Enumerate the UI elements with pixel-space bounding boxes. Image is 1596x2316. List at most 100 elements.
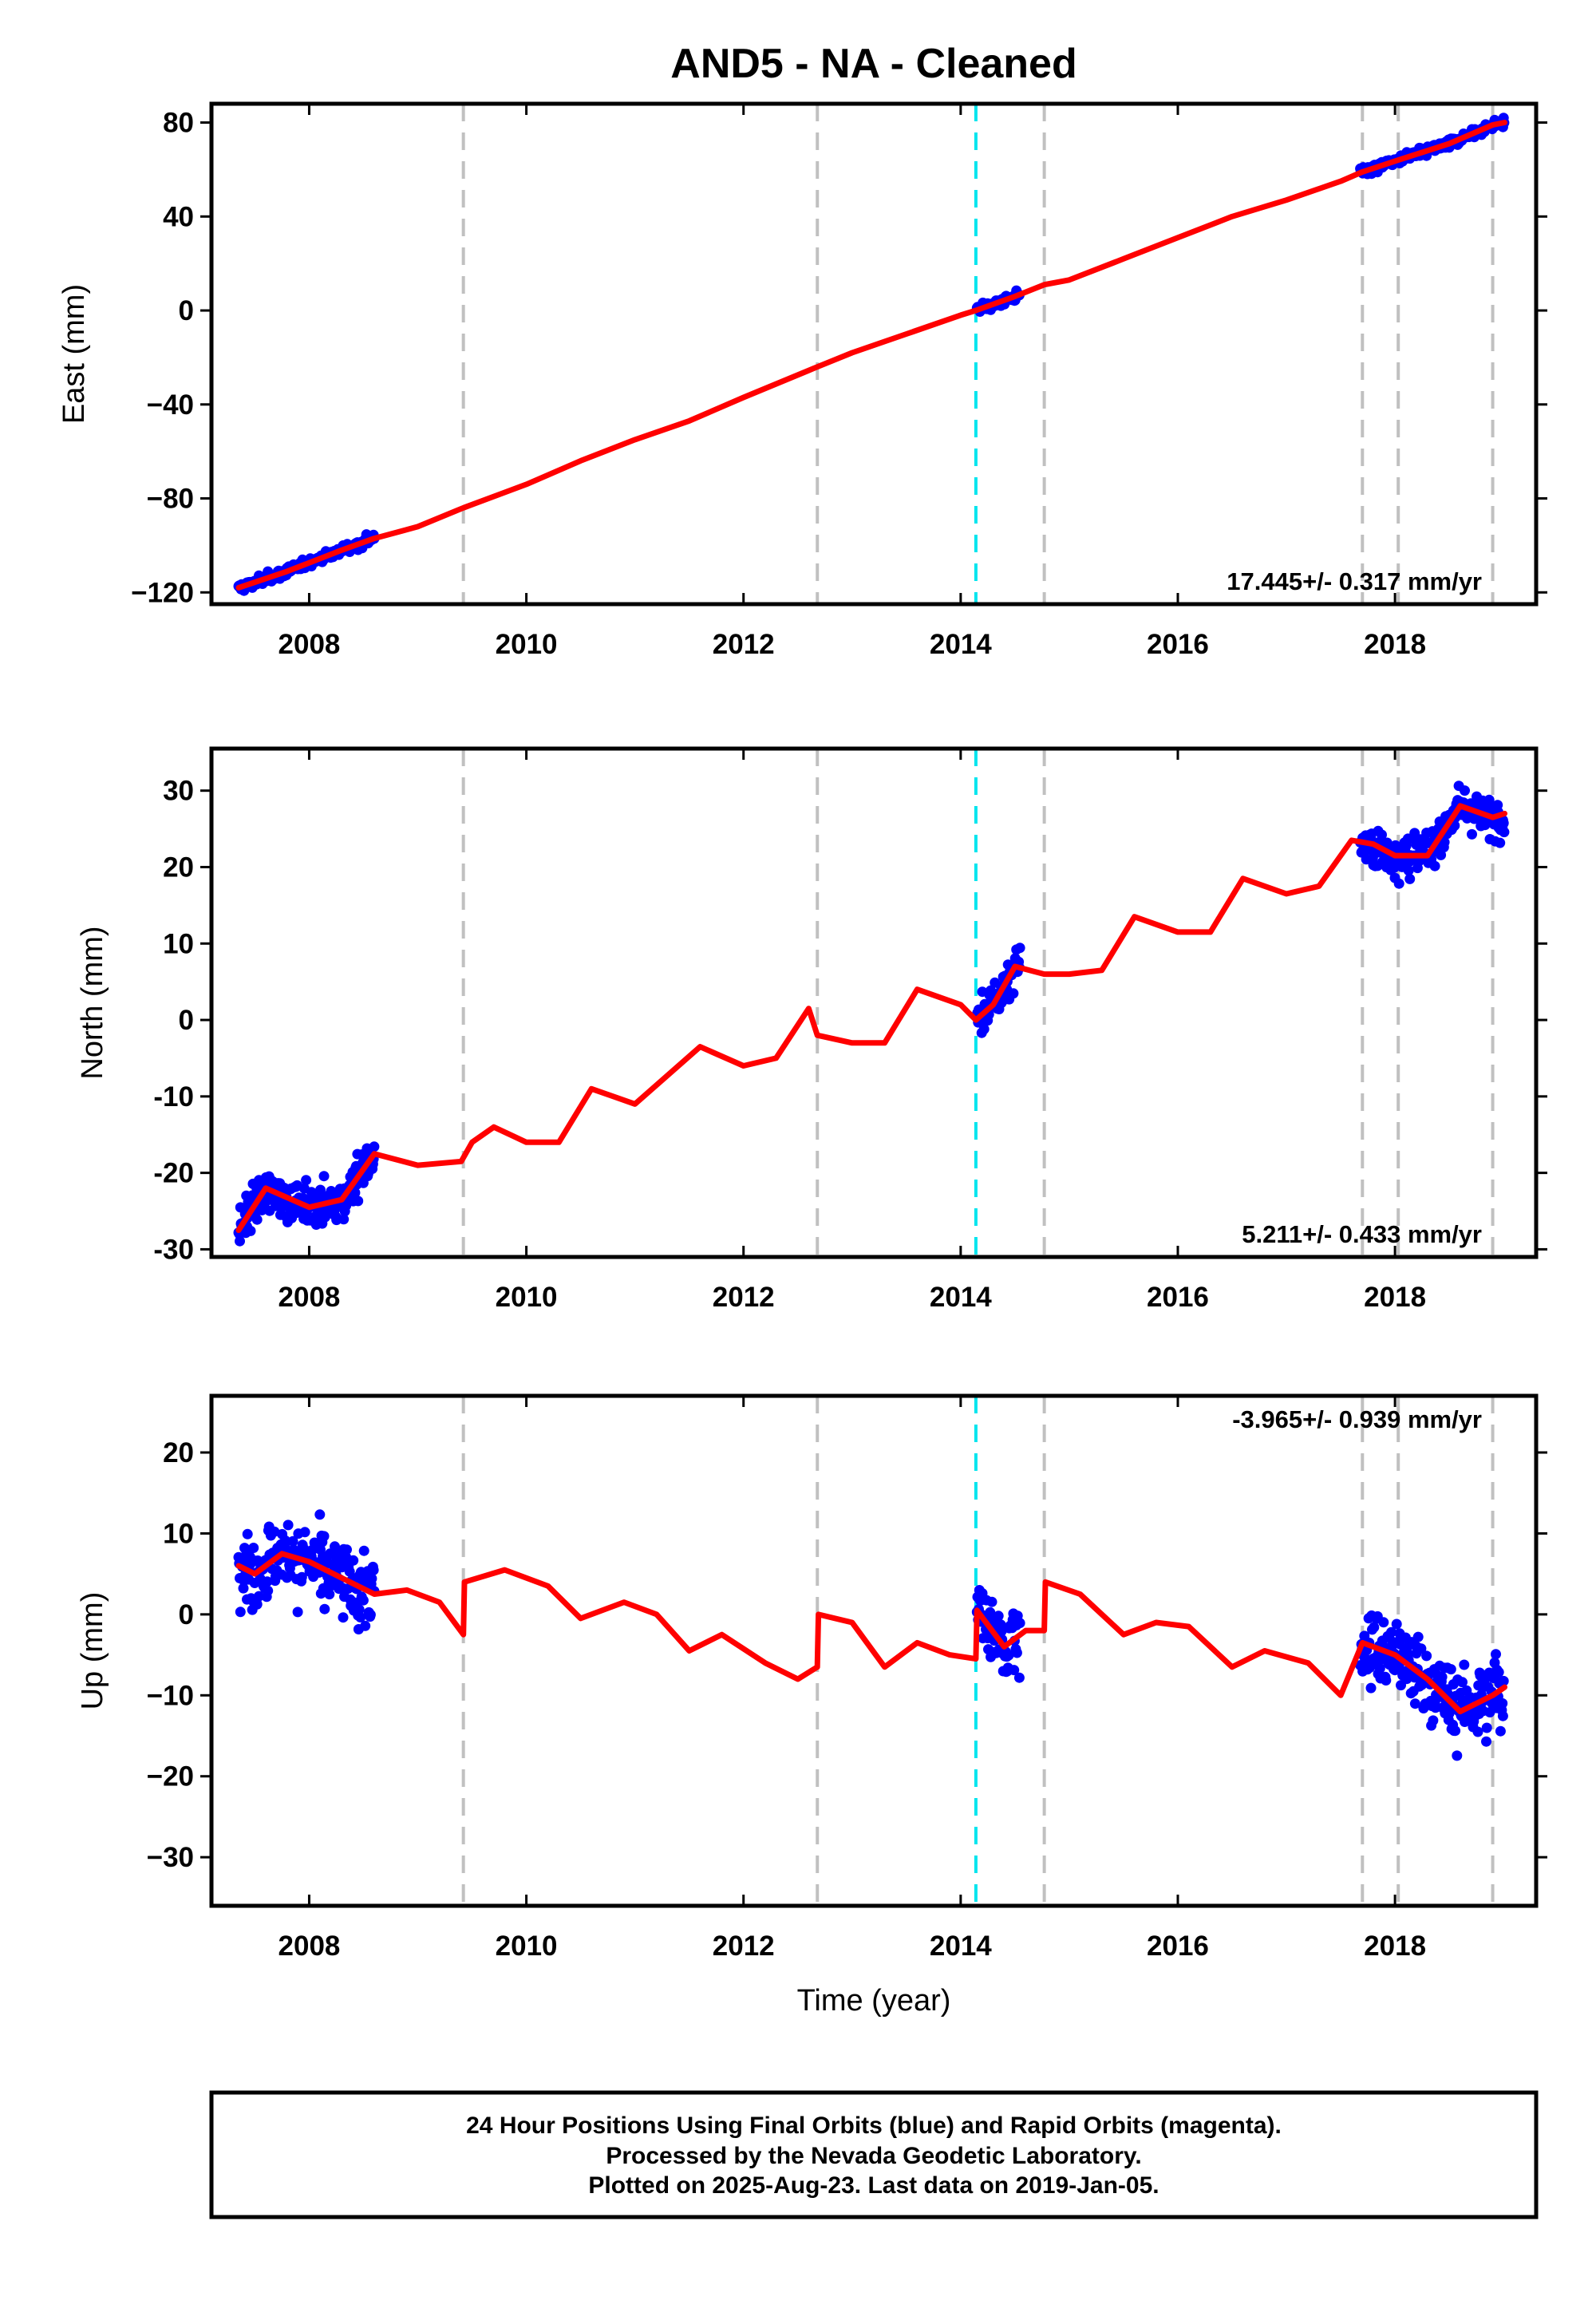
footer-line-2: Processed by the Nevada Geodetic Laborat… bbox=[606, 2143, 1141, 2169]
east-x-tick-label: 2008 bbox=[279, 629, 341, 660]
up-data-point bbox=[262, 1576, 273, 1587]
up-data-point bbox=[1011, 1647, 1022, 1658]
north-data-point bbox=[1393, 878, 1404, 889]
north-x-tick-label: 2018 bbox=[1364, 1282, 1426, 1313]
north-data-point bbox=[1467, 828, 1477, 840]
up-model-curve bbox=[235, 1551, 1507, 1715]
up-data-point bbox=[1416, 1679, 1428, 1690]
footer-line-1: 24 Hour Positions Using Final Orbits (bl… bbox=[466, 2112, 1282, 2139]
up-data-point bbox=[1445, 1664, 1456, 1675]
up-data-point bbox=[1014, 1618, 1025, 1629]
up-data-point bbox=[248, 1543, 259, 1553]
north-data-point bbox=[1008, 988, 1019, 999]
north-data-point bbox=[1404, 873, 1416, 884]
up-y-tick-label: 0 bbox=[179, 1599, 194, 1630]
north-data-point bbox=[245, 1225, 256, 1236]
north-data-point bbox=[1498, 817, 1509, 828]
east-x-tick-label: 2018 bbox=[1364, 629, 1426, 660]
north-data-point bbox=[338, 1214, 350, 1225]
north-model-curve bbox=[235, 803, 1507, 1233]
north-y-tick-label: 20 bbox=[163, 852, 194, 883]
east-y-tick-label: −120 bbox=[131, 577, 194, 608]
north-data-point bbox=[318, 1171, 330, 1182]
up-data-point bbox=[344, 1566, 355, 1577]
up-data-point bbox=[1365, 1682, 1377, 1694]
north-data-point bbox=[235, 1235, 245, 1247]
up-x-tick-label: 2008 bbox=[279, 1931, 341, 1962]
east-y-tick-label: −40 bbox=[147, 389, 194, 421]
chart-title: AND5 - NA - Cleaned bbox=[670, 41, 1077, 87]
north-data-point bbox=[1429, 860, 1440, 871]
east-y-tick-label: 0 bbox=[179, 295, 194, 326]
north-x-tick-label: 2012 bbox=[713, 1282, 775, 1313]
up-rate-label: -3.965+/- 0.939 mm/yr bbox=[1232, 1405, 1482, 1433]
footer-box: 24 Hour Positions Using Final Orbits (bl… bbox=[209, 2090, 1539, 2219]
east-x-tick-label: 2016 bbox=[1147, 629, 1209, 660]
north-y-tick-label: 30 bbox=[163, 776, 194, 807]
east-y-tick-label: 40 bbox=[163, 201, 194, 232]
up-data-point bbox=[342, 1544, 352, 1555]
up-data-point bbox=[235, 1607, 246, 1618]
north-data-point bbox=[1439, 836, 1450, 848]
up-data-point bbox=[279, 1535, 290, 1546]
up-y-tick-label: 10 bbox=[163, 1518, 194, 1549]
north-data-point bbox=[369, 1141, 380, 1152]
east-model-curve bbox=[235, 120, 1507, 591]
up-x-tick-label: 2010 bbox=[496, 1931, 558, 1962]
up-x-tick-label: 2012 bbox=[713, 1931, 775, 1962]
up-data-point bbox=[238, 1583, 249, 1594]
east-rate-label: 17.445+/- 0.317 mm/yr bbox=[1227, 567, 1482, 595]
up-data-point bbox=[1472, 1726, 1483, 1737]
up-data-point bbox=[314, 1509, 326, 1520]
up-data-point bbox=[358, 1545, 369, 1556]
north-data-point bbox=[256, 1204, 267, 1215]
east-y-tick-label: −80 bbox=[147, 484, 194, 515]
north-data-point bbox=[978, 1024, 990, 1034]
north-y-tick-label: -10 bbox=[153, 1081, 194, 1113]
up-data-point bbox=[366, 1573, 377, 1584]
up-data-point bbox=[1412, 1631, 1424, 1642]
up-data-point bbox=[263, 1585, 274, 1596]
up-data-point bbox=[1497, 1710, 1508, 1721]
north-data-point bbox=[1403, 865, 1414, 876]
up-data-point bbox=[338, 1612, 349, 1623]
up-data-point bbox=[1452, 1750, 1463, 1761]
up-data-point bbox=[358, 1595, 369, 1606]
up-y-tick-label: −30 bbox=[147, 1842, 194, 1873]
up-data-point bbox=[365, 1609, 376, 1620]
up-data-point bbox=[282, 1520, 294, 1531]
up-data-point bbox=[292, 1607, 303, 1618]
up-data-point bbox=[1416, 1643, 1427, 1654]
up-data-point bbox=[254, 1591, 264, 1602]
up-data-point bbox=[1009, 1665, 1020, 1676]
up-data-point bbox=[1386, 1626, 1396, 1638]
up-data-point bbox=[1493, 1666, 1504, 1678]
up-data-point bbox=[1481, 1722, 1492, 1733]
up-data-point bbox=[355, 1612, 366, 1622]
up-data-point bbox=[299, 1527, 310, 1538]
north-x-tick-label: 2010 bbox=[496, 1282, 558, 1313]
north-y-tick-label: 10 bbox=[163, 928, 194, 959]
east-y-tick-label: 80 bbox=[163, 108, 194, 139]
up-data-point bbox=[1003, 1650, 1014, 1661]
up-data-point bbox=[296, 1571, 307, 1583]
north-data-point bbox=[1436, 849, 1447, 860]
up-data-point bbox=[1450, 1725, 1461, 1737]
east-panel-frame bbox=[209, 101, 1539, 607]
up-panel-frame bbox=[209, 1393, 1539, 1908]
up-data-point bbox=[319, 1603, 330, 1614]
north-y-tick-label: 0 bbox=[179, 1005, 194, 1036]
up-data-point bbox=[1409, 1698, 1420, 1709]
up-data-point bbox=[1428, 1715, 1439, 1726]
east-x-tick-label: 2010 bbox=[496, 629, 558, 660]
up-data-point bbox=[1491, 1649, 1501, 1660]
north-axis-label: North (mm) bbox=[76, 926, 109, 1079]
north-data-point bbox=[353, 1196, 364, 1207]
north-data-point bbox=[1495, 837, 1506, 848]
north-data-point bbox=[1014, 943, 1025, 954]
north-y-tick-label: -20 bbox=[153, 1158, 194, 1189]
up-axis-label: Up (mm) bbox=[76, 1592, 109, 1710]
north-rate-label: 5.211+/- 0.433 mm/yr bbox=[1242, 1220, 1482, 1248]
